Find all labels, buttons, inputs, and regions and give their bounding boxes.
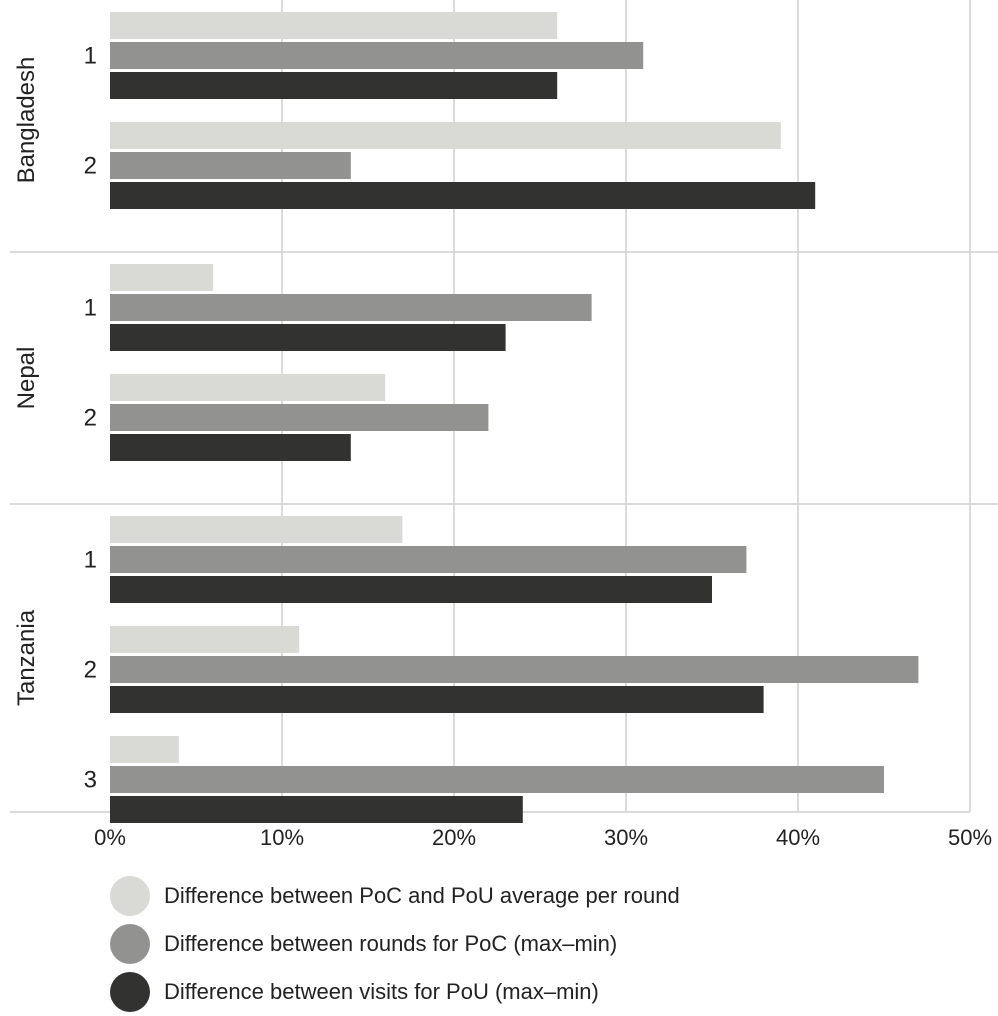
bar-series-3 <box>110 434 351 461</box>
legend-item: Difference between rounds for PoC (max–m… <box>110 920 680 968</box>
x-tick-label: 10% <box>260 825 304 850</box>
legend-swatch-series-3 <box>110 972 150 1012</box>
round-label: 1 <box>84 43 97 70</box>
legend: Difference between PoC and PoU average p… <box>110 872 680 1016</box>
round-label: 1 <box>84 547 97 574</box>
legend-swatch-series-2 <box>110 924 150 964</box>
legend-item: Difference between PoC and PoU average p… <box>110 872 680 920</box>
x-tick-label: 30% <box>604 825 648 850</box>
round-label: 2 <box>84 153 97 180</box>
bar-series-2 <box>110 546 747 573</box>
bar-series-2 <box>110 404 489 431</box>
round-label: 3 <box>84 767 97 794</box>
group-label: Tanzania <box>13 609 40 706</box>
bar-series-3 <box>110 182 816 209</box>
bar-chart: 0% 10% 20% 30% 40% 50% 1 2 Bangladesh 1 2 Nepal 1 2 3 T… <box>10 0 998 850</box>
x-tick-label: 0% <box>94 825 126 850</box>
group-label: Bangladesh <box>13 57 40 184</box>
bar-series-1 <box>110 516 403 543</box>
bar-series-1 <box>110 122 781 149</box>
bar-series-2 <box>110 294 592 321</box>
x-tick-label: 50% <box>948 825 992 850</box>
bar-series-1 <box>110 264 214 291</box>
bar-series-1 <box>110 626 300 653</box>
bar-series-2 <box>110 766 884 793</box>
x-tick-label: 40% <box>776 825 820 850</box>
bar-series-3 <box>110 796 523 823</box>
legend-label-series-3: Difference between visits for PoU (max–m… <box>164 979 599 1004</box>
round-label: 2 <box>84 657 97 684</box>
bar-series-2 <box>110 152 351 179</box>
bar-series-3 <box>110 72 558 99</box>
x-tick-label: 20% <box>432 825 476 850</box>
legend-item: Difference between visits for PoU (max–m… <box>110 968 680 1016</box>
bar-series-1 <box>110 374 386 401</box>
legend-label-series-1: Difference between PoC and PoU average p… <box>164 883 680 908</box>
round-label: 1 <box>84 295 97 322</box>
bar-series-3 <box>110 324 506 351</box>
legend-swatch-series-1 <box>110 876 150 916</box>
group-label: Nepal <box>13 347 40 410</box>
round-label: 2 <box>84 405 97 432</box>
bar-series-2 <box>110 42 644 69</box>
bar-series-3 <box>110 686 764 713</box>
legend-label-series-2: Difference between rounds for PoC (max–m… <box>164 931 618 956</box>
bar-series-1 <box>110 736 179 763</box>
bar-series-2 <box>110 656 919 683</box>
bar-series-1 <box>110 12 558 39</box>
bar-series-3 <box>110 576 712 603</box>
